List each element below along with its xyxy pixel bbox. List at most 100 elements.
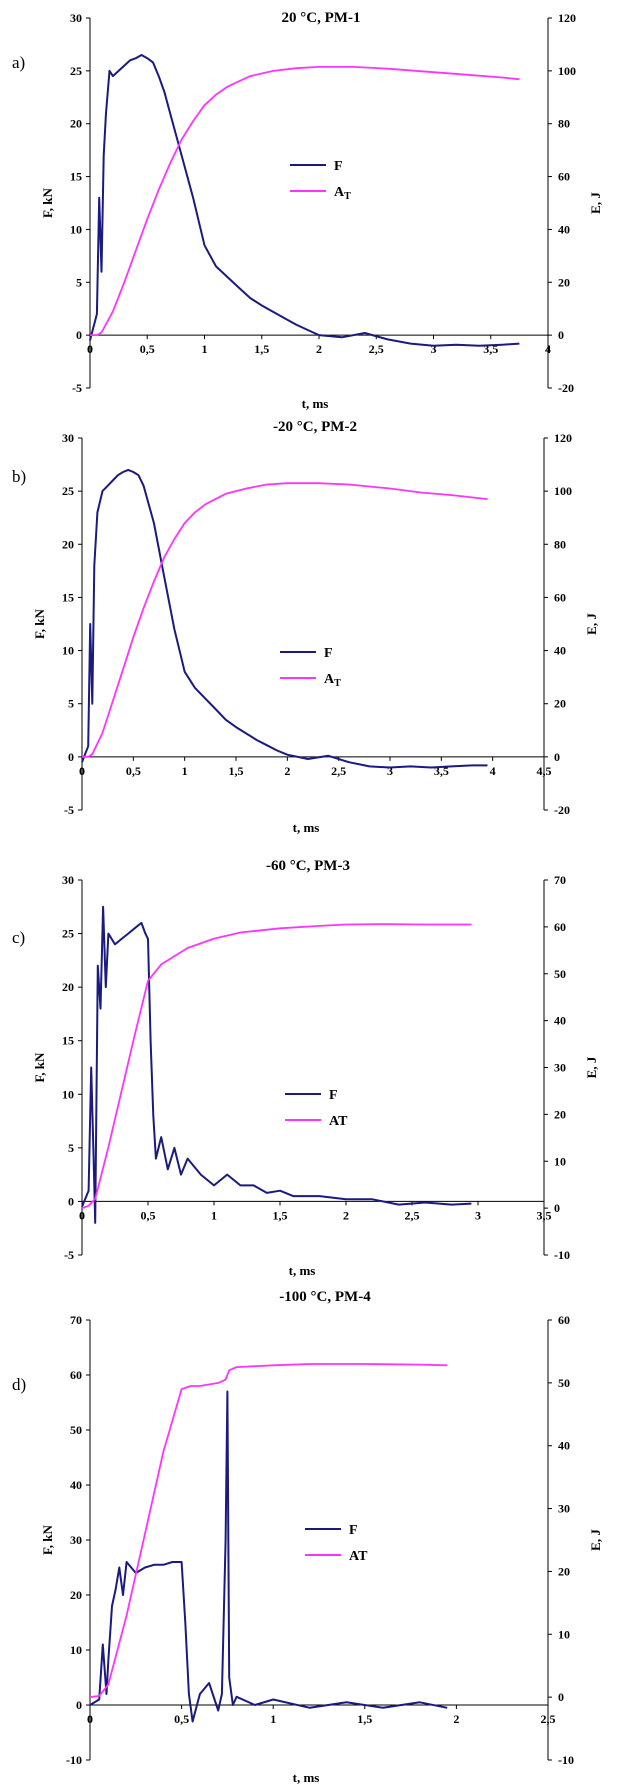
series-line-force bbox=[89, 1390, 448, 1723]
x-tick-label: 1 bbox=[202, 342, 208, 356]
y-axis-label: F, kN bbox=[40, 187, 55, 217]
series-line-force bbox=[81, 905, 472, 1224]
y2-tick-label: 60 bbox=[554, 920, 566, 934]
y-tick-label: 15 bbox=[62, 1034, 74, 1048]
y-tick-label: 10 bbox=[62, 644, 74, 658]
x-tick-label: 2 bbox=[316, 342, 322, 356]
y2-tick-label: 20 bbox=[558, 1564, 570, 1578]
y-tick-label: 10 bbox=[70, 1643, 82, 1657]
y-tick-label: 50 bbox=[70, 1423, 82, 1437]
series-line-force bbox=[81, 468, 488, 769]
y2-tick-label: 30 bbox=[558, 1502, 570, 1516]
x-tick-label: 1 bbox=[270, 1712, 276, 1726]
y2-axis-label: E, J bbox=[584, 1056, 599, 1078]
y-tick-label: 15 bbox=[70, 170, 82, 184]
y2-axis-label: E, J bbox=[584, 613, 599, 635]
x-tick-label: 0 bbox=[79, 1208, 85, 1222]
y-tick-label: 60 bbox=[70, 1368, 82, 1382]
y-tick-label: 5 bbox=[68, 697, 74, 711]
x-tick-label: 2,5 bbox=[405, 1208, 420, 1222]
y2-tick-label: 100 bbox=[558, 64, 576, 78]
x-tick-label: 1,5 bbox=[357, 1712, 372, 1726]
y-tick-label: 25 bbox=[62, 927, 74, 941]
x-tick-label: 1 bbox=[211, 1208, 217, 1222]
y2-tick-label: 40 bbox=[554, 644, 566, 658]
y2-tick-label: 60 bbox=[554, 590, 566, 604]
y2-tick-label: 10 bbox=[558, 1627, 570, 1641]
legend-entry: AT bbox=[334, 185, 351, 202]
y2-tick-label: -10 bbox=[558, 1753, 574, 1767]
chart-title: -20 °C, PM-2 bbox=[273, 419, 357, 435]
legend: F AT bbox=[290, 159, 351, 202]
x-axis-label: t, ms bbox=[293, 1770, 320, 1785]
y-tick-label: 25 bbox=[62, 484, 74, 498]
chart-panel-2: b)-20 °C, PM-2-5051015202530-20020406080… bbox=[12, 419, 599, 835]
x-tick-label: 4 bbox=[545, 342, 551, 356]
y2-tick-label: 20 bbox=[558, 275, 570, 289]
y2-tick-label: 50 bbox=[558, 1376, 570, 1390]
y2-tick-label: 20 bbox=[554, 1107, 566, 1121]
legend-entry: F bbox=[334, 159, 343, 174]
y2-tick-label: 120 bbox=[558, 11, 576, 25]
x-tick-label: 1,5 bbox=[254, 342, 269, 356]
legend: F AT bbox=[285, 1088, 348, 1129]
x-tick-label: 0,5 bbox=[141, 1208, 156, 1222]
y2-tick-label: 40 bbox=[558, 222, 570, 236]
y-tick-label: 0 bbox=[76, 328, 82, 342]
x-tick-label: 3 bbox=[387, 764, 393, 778]
y-tick-label: 20 bbox=[70, 117, 82, 131]
legend-entry: AT bbox=[324, 672, 341, 689]
y2-tick-label: 0 bbox=[558, 1690, 564, 1704]
y-tick-label: 30 bbox=[62, 431, 74, 445]
y-tick-label: 70 bbox=[70, 1313, 82, 1327]
series-line-energy bbox=[81, 923, 472, 1209]
y-axis-label: F, kN bbox=[32, 1052, 47, 1082]
y2-tick-label: -20 bbox=[558, 381, 574, 395]
x-tick-label: 2 bbox=[453, 1712, 459, 1726]
y-tick-label: 20 bbox=[62, 980, 74, 994]
y2-tick-label: -20 bbox=[554, 803, 570, 817]
x-tick-label: 2,5 bbox=[369, 342, 384, 356]
y-tick-label: 10 bbox=[62, 1087, 74, 1101]
panel-letter: d) bbox=[12, 1375, 26, 1394]
chart-panel-4: d)-100 °C, PM-4-10010203040506070-100102… bbox=[12, 1289, 603, 1785]
x-tick-label: 1,5 bbox=[273, 1208, 288, 1222]
y2-axis-label: E, J bbox=[588, 1529, 603, 1551]
series-line-energy bbox=[90, 66, 520, 336]
y2-tick-label: -10 bbox=[554, 1248, 570, 1262]
y-tick-label: 5 bbox=[76, 275, 82, 289]
y-tick-label: 20 bbox=[62, 537, 74, 551]
legend: F AT bbox=[305, 1523, 368, 1564]
legend-entry: AT bbox=[349, 1549, 368, 1564]
y2-tick-label: 80 bbox=[558, 117, 570, 131]
y2-tick-label: 70 bbox=[554, 873, 566, 887]
y2-tick-label: 60 bbox=[558, 1313, 570, 1327]
x-axis-label: t, ms bbox=[289, 1263, 316, 1278]
y2-tick-label: 60 bbox=[558, 170, 570, 184]
y2-tick-label: 10 bbox=[554, 1154, 566, 1168]
x-axis-label: t, ms bbox=[293, 820, 320, 835]
y-tick-label: 0 bbox=[76, 1698, 82, 1712]
y-axis-label: F, kN bbox=[40, 1524, 55, 1554]
legend-entry: AT bbox=[329, 1114, 348, 1129]
x-tick-label: 3 bbox=[431, 342, 437, 356]
y-tick-label: 30 bbox=[70, 1533, 82, 1547]
y-tick-label: 10 bbox=[70, 222, 82, 236]
chart-title: -100 °C, PM-4 bbox=[279, 1289, 371, 1305]
chart-title: 20 °C, PM-1 bbox=[282, 10, 361, 26]
x-tick-label: 0,5 bbox=[140, 342, 155, 356]
x-tick-label: 1,5 bbox=[229, 764, 244, 778]
series-line-force bbox=[89, 54, 520, 347]
legend: F AT bbox=[280, 646, 341, 689]
x-tick-label: 0 bbox=[87, 1712, 93, 1726]
x-tick-label: 2 bbox=[343, 1208, 349, 1222]
panel-letter: c) bbox=[12, 928, 25, 947]
y-axis-label: F, kN bbox=[32, 608, 47, 638]
x-tick-label: 3,5 bbox=[537, 1208, 552, 1222]
chart-title: -60 °C, PM-3 bbox=[266, 858, 350, 874]
y2-tick-label: 80 bbox=[554, 537, 566, 551]
x-tick-label: 0 bbox=[79, 764, 85, 778]
y2-tick-label: 0 bbox=[554, 1201, 560, 1215]
x-tick-label: 2 bbox=[284, 764, 290, 778]
chart-panel-1: a)20 °C, PM-1-5051015202530-200204060801… bbox=[12, 10, 603, 411]
